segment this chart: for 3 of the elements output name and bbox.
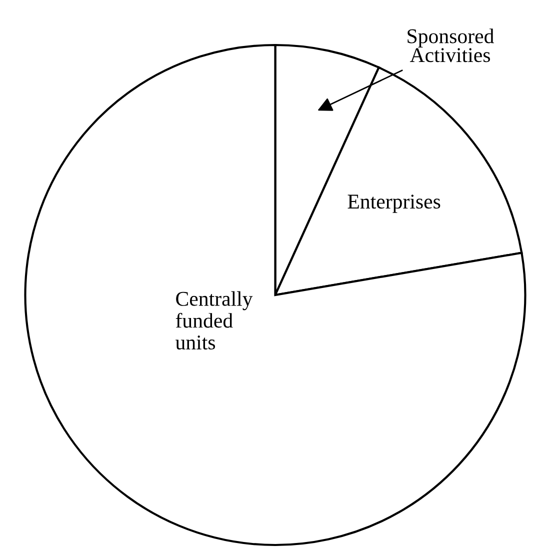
- slice-label: Enterprises: [348, 194, 440, 213]
- slice-label: Centrally funded units: [176, 291, 253, 350]
- slice-label: Sponsored Activities: [408, 28, 494, 62]
